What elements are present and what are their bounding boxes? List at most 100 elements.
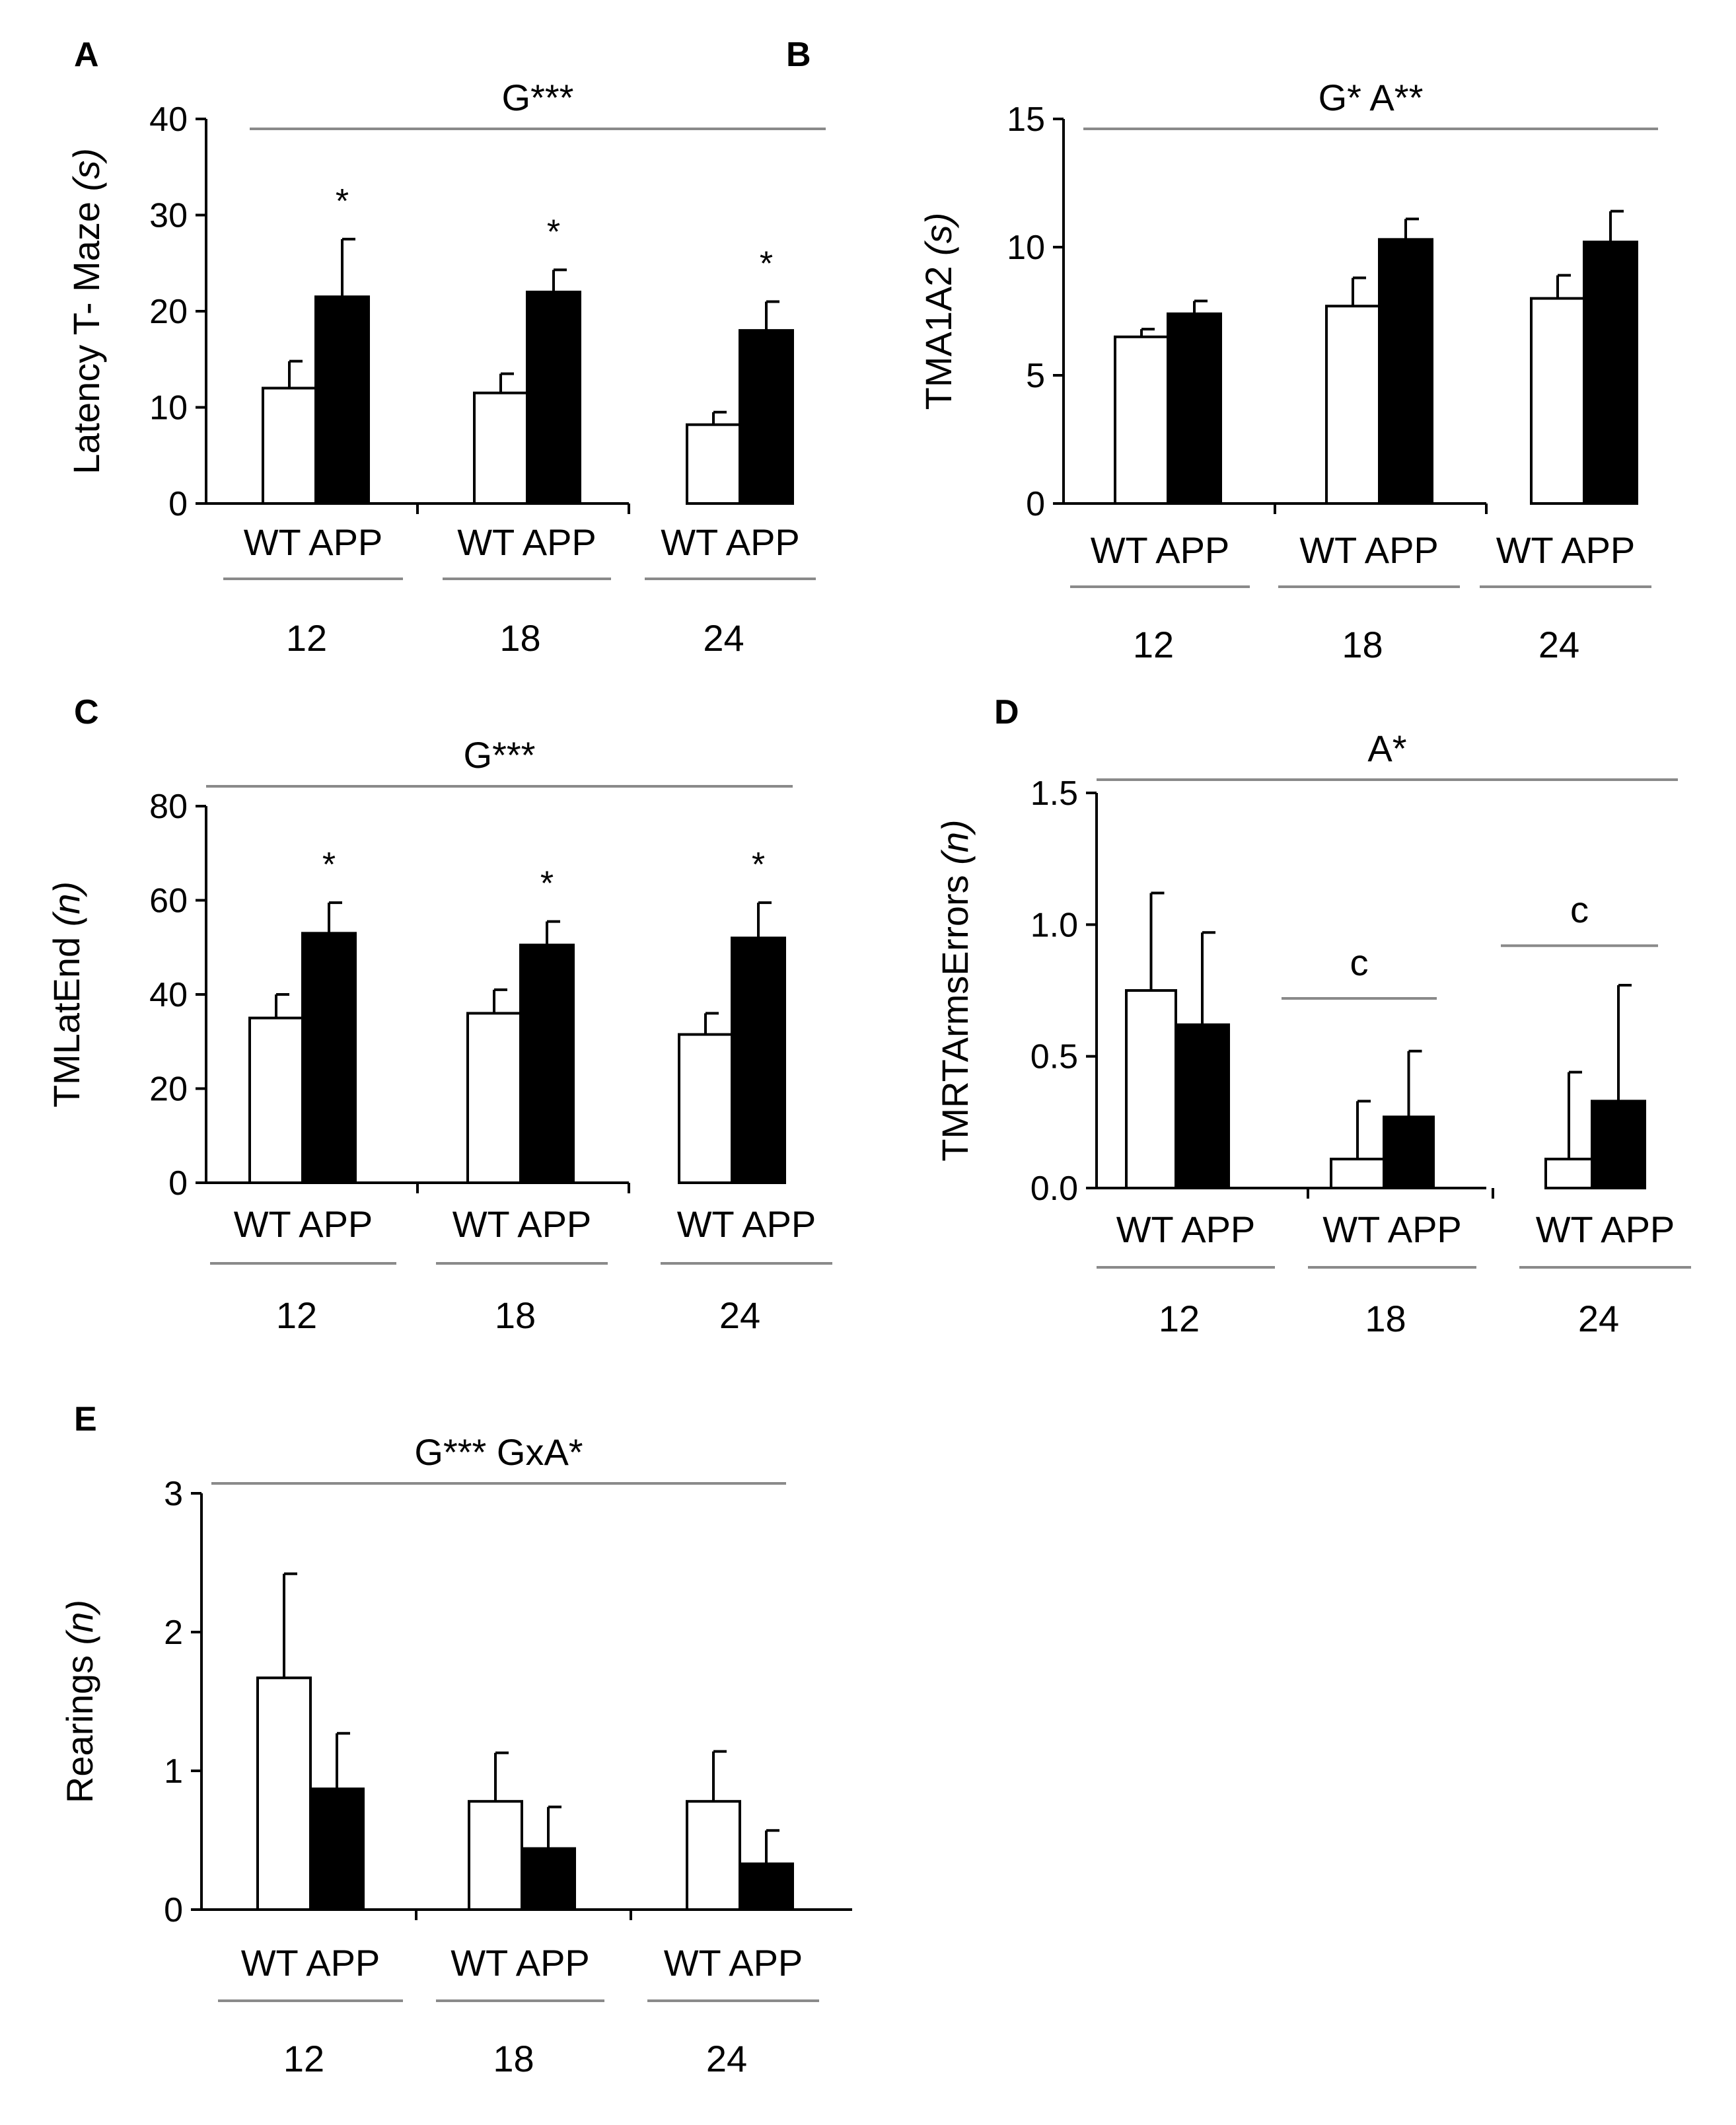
y-tick-label: 40: [149, 100, 188, 139]
y-tick-label: 15: [1007, 100, 1045, 139]
age-label: 18: [493, 2038, 534, 2079]
bar-wt: [1530, 297, 1585, 505]
group-label: WT APP: [664, 1942, 803, 1984]
age-label: 12: [1133, 624, 1174, 665]
y-tick-label: 40: [149, 976, 188, 1014]
bar-wt: [262, 387, 317, 505]
panel-letter: B: [786, 36, 811, 74]
significance-star: *: [547, 213, 560, 251]
group-label: WT APP: [452, 1203, 592, 1245]
y-axis-label: TMRTArmsErrors (n): [934, 819, 976, 1161]
significance-label: G*** GxA*: [414, 1431, 583, 1473]
y-axis-label: TMA1A2 (s): [918, 213, 959, 410]
age-label: 24: [1538, 624, 1579, 665]
bar-wt: [466, 1012, 522, 1184]
group-label: WT APP: [457, 521, 597, 563]
age-label: 18: [1342, 624, 1383, 665]
bar-app: [1591, 1100, 1646, 1189]
significance-label: A*: [1367, 727, 1406, 769]
bar-wt: [678, 1033, 733, 1184]
significance-star: *: [322, 846, 336, 884]
y-tick-label: 1: [164, 1752, 183, 1791]
group-label: WT APP: [1496, 529, 1636, 571]
age-label: 24: [703, 617, 744, 659]
y-tick-label: 20: [149, 1070, 188, 1109]
bar-app: [519, 944, 575, 1184]
bar-app: [526, 290, 581, 505]
bar-wt: [248, 1016, 304, 1184]
panel-letter: A: [74, 36, 99, 74]
group-label: WT APP: [677, 1203, 816, 1245]
significance-label: G***: [464, 734, 536, 776]
y-tick-label: 2: [164, 1614, 183, 1652]
panel-c: C G*** 0 20 40 60 80 TMLatEnd (n) WT APP 12 WT APP…: [46, 693, 832, 1336]
y-tick-label: 0: [168, 1164, 188, 1203]
y-tick-label: 0: [1026, 485, 1045, 523]
panel-letter: E: [74, 1400, 97, 1438]
group-label: WT APP: [1322, 1209, 1462, 1250]
age-label: 12: [283, 2038, 324, 2079]
bar-app: [739, 329, 794, 505]
y-tick-label: 5: [1026, 357, 1045, 395]
panel-a: A G*** 0 10 20 30 40 Latency T- Maze (s) WT APP 1…: [65, 36, 826, 659]
group-label: WT APP: [1299, 529, 1439, 571]
panel-b: B G* A** 0 5 10 15 TMA1A2 (s) WT APP 12 WT APP 18 W…: [786, 36, 1658, 665]
age-label: 12: [276, 1294, 317, 1336]
bar-app: [1583, 241, 1638, 505]
group-label: WT APP: [1536, 1209, 1675, 1250]
significance-star: *: [540, 865, 554, 903]
group-label: WT APP: [661, 521, 800, 563]
posthoc-label: c: [1570, 889, 1589, 930]
bar-app: [731, 936, 786, 1184]
bar-wt: [1330, 1158, 1385, 1189]
bar-app: [1383, 1115, 1435, 1189]
age-label: 24: [706, 2038, 747, 2079]
posthoc-label: c: [1350, 942, 1369, 983]
y-tick-label: 1.5: [1031, 774, 1078, 813]
bar-app: [1175, 1023, 1230, 1189]
bar-app: [301, 932, 357, 1184]
bar-app: [739, 1862, 794, 1911]
y-tick-label: 1.0: [1031, 906, 1078, 944]
group-label: WT APP: [451, 1942, 590, 1984]
significance-star: *: [752, 846, 765, 884]
age-label: 12: [286, 617, 327, 659]
y-axis-label: TMLatEnd (n): [46, 881, 87, 1107]
significance-label: G* A**: [1319, 77, 1424, 118]
bar-app: [309, 1787, 365, 1912]
age-label: 18: [495, 1294, 536, 1336]
bar-app: [314, 295, 370, 505]
group-label: WT APP: [241, 1942, 380, 1984]
significance-star: *: [760, 244, 773, 283]
age-label: 24: [1578, 1298, 1619, 1339]
y-axis-label: Rearings (n): [59, 1600, 100, 1803]
bar-wt: [686, 423, 741, 505]
y-tick-label: 20: [149, 293, 188, 331]
group-label: WT APP: [1091, 529, 1230, 571]
age-label: 24: [719, 1294, 760, 1336]
bar-wt: [1125, 989, 1177, 1189]
significance-star: *: [336, 182, 349, 221]
y-tick-label: 80: [149, 788, 188, 826]
significance-label: G***: [502, 77, 574, 118]
y-tick-label: 0: [164, 1891, 183, 1929]
bar-wt: [686, 1800, 741, 1911]
bar-wt: [473, 391, 528, 505]
y-tick-label: 30: [149, 197, 188, 235]
group-label: WT APP: [1116, 1209, 1256, 1250]
y-tick-label: 0.5: [1031, 1038, 1078, 1076]
bar-wt: [1544, 1158, 1593, 1189]
age-label: 12: [1159, 1298, 1200, 1339]
bar-wt: [1325, 305, 1381, 505]
y-axis-label: Latency T- Maze (s): [65, 148, 107, 474]
panel-letter: C: [74, 693, 99, 731]
bar-wt: [256, 1676, 312, 1912]
bar-app: [1167, 312, 1222, 505]
y-tick-label: 10: [149, 389, 188, 428]
bar-app: [1378, 238, 1433, 505]
panel-letter: D: [994, 693, 1019, 731]
group-label: WT APP: [244, 521, 383, 563]
age-label: 18: [499, 617, 540, 659]
